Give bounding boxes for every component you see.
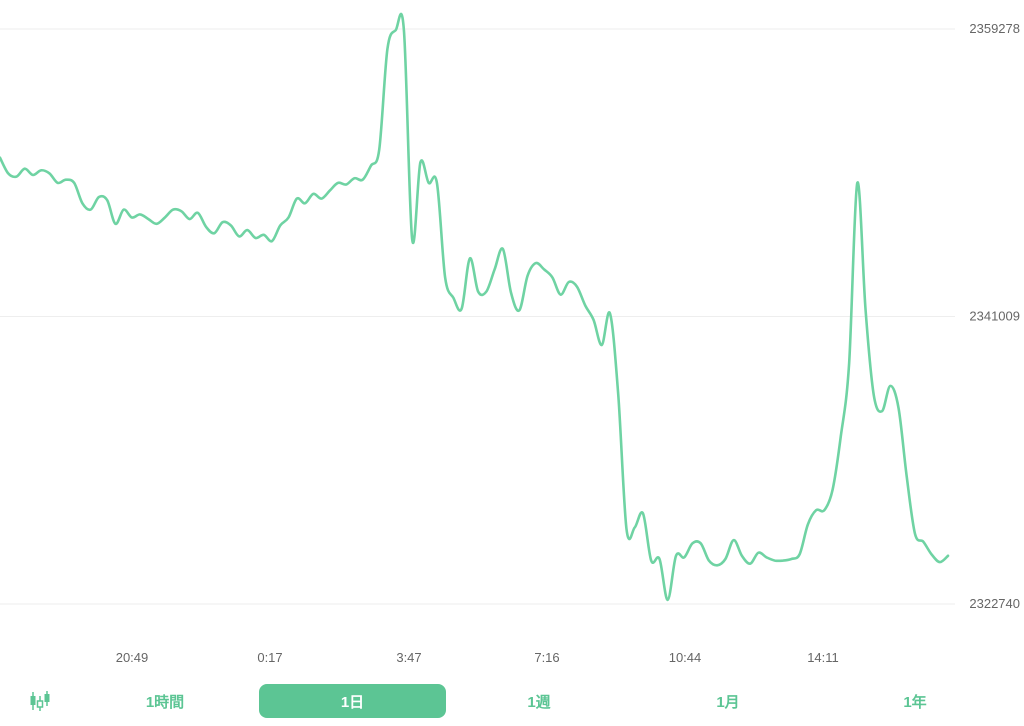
x-tick-label: 10:44 xyxy=(669,650,702,665)
price-chart-area[interactable]: 2359278 2341009 2322740 20:49 0:17 3:47 7:16 1… xyxy=(0,0,1024,680)
x-tick-label: 14:11 xyxy=(807,650,839,665)
x-tick-label: 7:16 xyxy=(534,650,559,665)
x-tick-label: 20:49 xyxy=(116,650,149,665)
x-tick-label: 3:47 xyxy=(396,650,421,665)
tab-1-year[interactable]: 1年 xyxy=(903,693,927,711)
price-line-chart[interactable]: 2359278 2341009 2322740 20:49 0:17 3:47 7:16 1… xyxy=(0,0,1024,680)
candlestick-chart-button[interactable] xyxy=(26,688,54,714)
tab-1-week[interactable]: 1週 xyxy=(527,693,551,711)
y-tick-label: 2359278 xyxy=(969,21,1020,36)
candlestick-icon xyxy=(30,691,50,711)
tab-1-month[interactable]: 1月 xyxy=(716,693,740,711)
tab-1-hour[interactable]: 1時間 xyxy=(145,693,185,711)
y-tick-label: 2322740 xyxy=(969,596,1020,611)
tab-1-day[interactable]: 1日 xyxy=(259,684,446,718)
price-series-line xyxy=(0,12,950,602)
x-tick-label: 0:17 xyxy=(257,650,282,665)
y-tick-label: 2341009 xyxy=(969,309,1020,324)
time-range-tabs: 1時間 1日 1週 1月 1年 xyxy=(0,680,1024,726)
